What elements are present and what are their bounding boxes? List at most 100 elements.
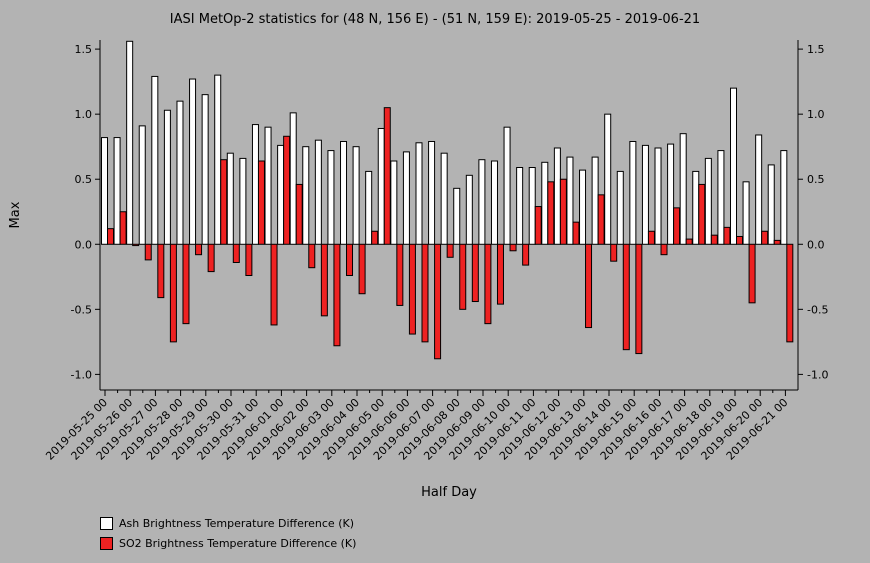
bar-ash [679,133,687,245]
bar-so2 [748,243,756,304]
bar-so2 [534,206,542,245]
chart-title: IASI MetOp-2 statistics for (48 N, 156 E… [170,12,700,27]
bar-so2 [673,207,681,245]
bar-ash [780,150,788,245]
bar-so2 [446,243,454,258]
bar-so2 [786,243,794,343]
bar-ash [654,147,662,245]
legend-swatch-ash [100,516,113,530]
bar-so2 [232,243,240,263]
bar-so2 [396,243,404,306]
bar-ash [365,170,373,245]
bar-ash [566,156,574,245]
bar-ash [352,146,360,245]
bar-so2 [685,238,693,245]
bar-so2 [496,243,504,305]
bar-so2 [660,243,668,256]
bar-so2 [383,107,391,245]
bar-ash [264,126,272,245]
bar-so2 [647,230,655,245]
bar-so2 [119,211,127,245]
bar-ash [465,174,473,245]
bar-so2 [408,243,416,335]
bar-ash [717,150,725,245]
bar-ash [528,167,536,245]
bar-ash [251,124,259,245]
bar-ash [704,157,712,245]
bar-so2 [421,243,429,343]
y-tick-label-right: -1.0 [807,368,828,381]
bar-so2 [346,243,354,277]
bar-ash [616,170,624,245]
bar-ash [516,167,524,245]
y-axis-label: Max [8,201,23,228]
bar-so2 [371,230,379,245]
bar-so2 [245,243,253,277]
legend: Ash Brightness Temperature Difference (K… [100,513,356,553]
bar-ash [453,187,461,245]
bar-so2 [270,243,278,326]
bar-so2 [622,243,630,351]
bar-ash [226,152,234,245]
bar-so2 [459,243,467,310]
bar-so2 [471,243,479,303]
bars-group [101,40,794,360]
bar-so2 [144,243,152,261]
bar-ash [138,125,146,245]
y-axis-left: -1.0 -0.5 0.0 0.5 1.0 1.5 [71,43,100,381]
bar-ash [402,151,410,245]
bar-so2 [195,243,203,256]
bar-ash [478,159,486,245]
bar-ash [641,144,649,245]
bar-ash [201,94,209,245]
bar-so2 [333,243,341,347]
bar-ash [377,127,385,245]
bar-so2 [308,243,316,269]
bar-so2 [522,243,530,266]
legend-label-ash: Ash Brightness Temperature Difference (K… [119,516,354,530]
bar-so2 [635,243,643,355]
y-tick-label-left: -0.5 [71,303,92,316]
bar-ash [340,140,348,245]
bar-ash [428,140,436,245]
bar-so2 [736,235,743,245]
bar-ash [692,170,700,245]
bar-so2 [547,181,555,245]
bar-so2 [761,230,769,245]
bar-so2 [257,160,265,245]
bar-so2 [132,243,140,247]
bar-so2 [597,194,605,245]
legend-label-so2: SO2 Brightness Temperature Difference (K… [119,536,357,550]
bar-ash [327,150,335,245]
bar-ash [113,137,121,245]
bar-so2 [710,234,718,245]
bar-ash [440,152,448,245]
bar-ash [730,87,737,245]
bar-ash [755,134,763,245]
bar-ash [490,160,498,245]
bar-so2 [610,243,618,262]
bar-so2 [283,135,291,245]
bar-ash [101,137,108,245]
y-tick-label-right: -0.5 [807,303,828,316]
bar-ash [604,113,612,245]
bar-so2 [434,243,442,360]
bar-ash [214,74,222,245]
bar-ash [579,169,587,245]
y-tick-label-left: 1.5 [75,43,93,56]
legend-item-ash: Ash Brightness Temperature Difference (K… [100,513,356,533]
bar-ash [163,109,171,245]
bar-so2 [320,243,328,317]
bar-ash [667,143,675,245]
bar-so2 [169,243,177,343]
y-tick-label-left: 0.5 [75,173,93,186]
bar-so2 [509,243,517,252]
bar-so2 [559,178,567,245]
bar-ash [767,164,775,245]
bar-ash [189,78,197,245]
bar-ash [503,126,511,245]
bar-so2 [585,243,593,329]
bar-so2 [773,239,781,245]
bar-ash [742,181,750,245]
